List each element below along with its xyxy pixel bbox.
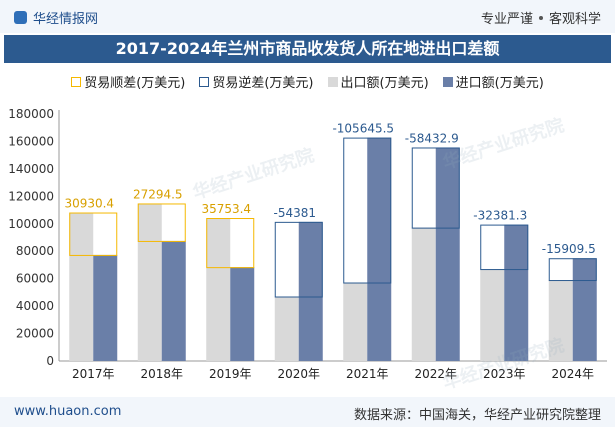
y-tick-label: 160000	[8, 134, 54, 148]
huajing-logo-icon	[14, 11, 27, 24]
bar-import	[161, 240, 186, 361]
y-tick-label: 140000	[8, 162, 54, 176]
bar-deficit	[480, 224, 529, 271]
x-tick-label: 2024年	[551, 367, 594, 381]
bar-deficit	[343, 137, 392, 284]
bar-import	[298, 221, 323, 361]
website-link[interactable]: www.huaon.com	[14, 404, 122, 419]
y-tick-label: 120000	[8, 189, 54, 203]
legend-swatch-import-icon	[442, 76, 453, 87]
legend-label-import: 进口额(万美元)	[455, 76, 544, 91]
x-tick-label: 2022年	[414, 367, 457, 381]
brand[interactable]: 华经情报网	[14, 8, 98, 27]
bar-import	[435, 147, 460, 361]
data-label: -105645.5	[332, 122, 394, 136]
y-tick-label: 20000	[16, 327, 54, 341]
chart-plot: 0 20000 40000 60000 80000 100000 120000 140000 1…	[8, 107, 607, 381]
bar-deficit	[274, 221, 323, 298]
data-label: 30930.4	[64, 197, 114, 211]
bar-export	[548, 280, 573, 361]
legend-swatch-deficit-icon	[199, 76, 210, 87]
legend-label-export: 出口额(万美元)	[340, 76, 429, 91]
legend-swatch-export-icon	[327, 76, 338, 87]
legend-item-deficit: 贸易逆差(万美元)	[199, 72, 314, 91]
y-tick-label: 180000	[8, 107, 54, 121]
bar-export	[206, 218, 231, 361]
legend-item-import: 进口额(万美元)	[442, 72, 544, 91]
legend-label-surplus: 贸易顺差(万美元)	[84, 76, 186, 91]
bar-import	[230, 267, 255, 361]
legend-label-deficit: 贸易逆差(万美元)	[212, 76, 314, 91]
data-label: -32381.3	[473, 209, 527, 223]
y-tick-label: 0	[46, 354, 54, 368]
brand-name: 华经情报网	[33, 12, 99, 27]
bar-export	[274, 296, 299, 361]
y-tick-label: 80000	[16, 244, 54, 258]
bar-export	[137, 203, 162, 361]
legend-item-export: 出口额(万美元)	[327, 72, 429, 91]
bar-surplus	[206, 218, 255, 269]
bar-export	[411, 227, 436, 361]
chart-legend: 贸易顺差(万美元) 贸易逆差(万美元) 出口额(万美元) 进口额(万美元)	[0, 72, 615, 91]
x-tick-label: 2020年	[277, 367, 320, 381]
x-tick-label: 2018年	[140, 367, 183, 381]
x-tick-label: 2023年	[483, 367, 526, 381]
bar-export	[480, 269, 505, 361]
slogan-tag-1: 专业严谨	[480, 12, 533, 27]
slogan-tag-2: 客观科学	[548, 12, 601, 27]
y-tick-label: 60000	[16, 272, 54, 286]
data-source: 数据来源：中国海关，华经产业研究院整理	[353, 408, 601, 423]
x-tick-label: 2019年	[209, 367, 252, 381]
bar-surplus	[137, 203, 186, 242]
y-tick-label: 40000	[16, 299, 54, 313]
y-tick-label: 100000	[8, 217, 54, 231]
top-bar: 华经情报网 专业严谨 客观科学	[0, 0, 615, 33]
data-label: 35753.4	[201, 202, 251, 216]
data-label: -54381	[273, 206, 316, 220]
dot-separator-icon	[538, 15, 543, 20]
x-tick-label: 2021年	[346, 367, 389, 381]
bar-export	[69, 212, 94, 361]
bar-import	[504, 224, 529, 361]
legend-item-surplus: 贸易顺差(万美元)	[71, 72, 185, 91]
footer: www.huaon.com 数据来源：中国海关，华经产业研究院整理	[0, 397, 615, 427]
data-label: -15909.5	[542, 242, 596, 256]
slogan: 专业严谨 客观科学	[481, 8, 601, 27]
bar-import	[367, 137, 392, 361]
bar-import	[572, 258, 597, 361]
data-label: -58432.9	[405, 131, 459, 145]
bar-deficit	[411, 147, 460, 229]
legend-swatch-surplus-icon	[71, 76, 82, 87]
bar-deficit	[548, 258, 597, 282]
bar-import	[93, 254, 118, 361]
bar-export	[343, 282, 368, 361]
chart-title: 2017-2024年兰州市商品收发货人所在地进出口差额	[4, 35, 611, 63]
bar-surplus	[69, 212, 118, 256]
x-tick-label: 2017年	[72, 367, 115, 381]
data-label: 27294.5	[133, 187, 183, 201]
